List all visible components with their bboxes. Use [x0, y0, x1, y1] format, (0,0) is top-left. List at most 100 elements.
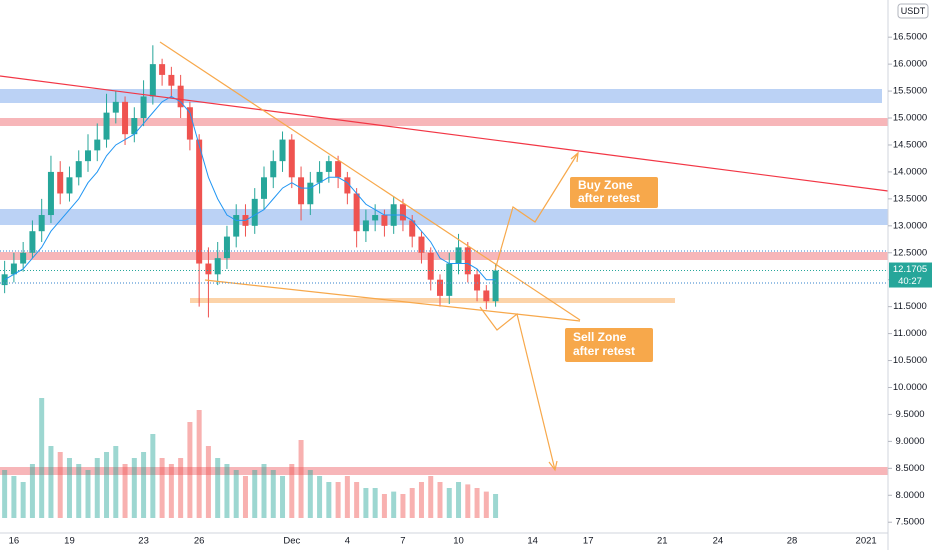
x-tick-label: 4	[345, 536, 350, 547]
y-tick-label: 11.0000	[893, 328, 927, 339]
candle-body	[38, 215, 45, 232]
y-tick-label: 13.0000	[893, 220, 927, 231]
volume-bar	[298, 440, 304, 518]
blue-zone	[0, 89, 882, 103]
x-tick-label: 7	[400, 536, 405, 547]
candle-body	[381, 215, 388, 226]
candle-body	[455, 247, 462, 264]
blue-zone	[0, 209, 888, 225]
volume-bar	[205, 446, 211, 518]
y-tick-label: 16.5000	[893, 32, 927, 43]
annotation-box	[565, 328, 653, 362]
candle-body	[399, 204, 406, 221]
candle-body	[94, 139, 101, 151]
volume-bar	[11, 476, 17, 518]
candle-body	[298, 177, 305, 205]
axes: 7.5000 8.0000 8.5000 9.0000 9.5000 10.0000 10.…	[9, 32, 928, 547]
volume-bar	[196, 410, 202, 518]
volume-bar	[344, 476, 350, 518]
trend-line	[0, 75, 889, 192]
volume-bar	[48, 446, 54, 518]
countdown: 40:27	[898, 276, 922, 287]
candle-body	[353, 193, 360, 232]
volume-bar	[456, 482, 462, 518]
volume-bar	[474, 488, 480, 518]
last-price-box	[889, 262, 932, 288]
volume-bar	[178, 458, 184, 518]
red-zone	[0, 252, 888, 260]
y-tick-label: 13.5000	[893, 193, 927, 204]
candle-body	[29, 231, 36, 253]
candle-body	[75, 161, 82, 178]
currency-box	[897, 3, 929, 19]
y-tick-label: 12.5000	[893, 247, 927, 258]
volume-bar	[66, 458, 72, 518]
volume-bar	[94, 458, 100, 518]
candle-body	[47, 171, 54, 216]
volume-bar	[252, 470, 258, 518]
volume-bar	[437, 482, 443, 518]
candle-body	[233, 215, 240, 237]
y-tick-label: 9.5000	[895, 409, 924, 420]
candle-body	[483, 290, 490, 302]
x-tick-label: 24	[713, 536, 724, 547]
volume-bar	[233, 470, 239, 518]
volume-bar	[104, 452, 110, 518]
candle-body	[196, 139, 203, 264]
candle-body	[66, 177, 73, 194]
last-price: 12.1705	[893, 264, 927, 275]
candle-body	[409, 220, 416, 237]
candle-body	[316, 171, 323, 183]
volume-bar	[446, 488, 452, 518]
moving-average	[4, 95, 496, 281]
volume-bar	[483, 491, 489, 518]
volume-bar	[400, 494, 406, 518]
x-tick-label: 23	[138, 536, 149, 547]
x-tick-label: 16	[9, 536, 20, 547]
red-zone	[0, 467, 888, 475]
currency: USDT	[901, 6, 926, 16]
x-tick-label: 17	[583, 536, 594, 547]
orange-zone	[190, 298, 675, 303]
volume-bar	[335, 482, 341, 518]
sell-annotation: Sell Zone after retest	[565, 328, 653, 362]
candle-body	[427, 252, 434, 280]
buy-arrow	[494, 152, 579, 271]
candle-body	[57, 171, 64, 194]
candle-body	[223, 236, 230, 259]
y-tick-label: 15.0000	[893, 113, 927, 124]
y-tick-label: 14.5000	[893, 139, 927, 150]
candle-body	[307, 182, 314, 205]
wedge-upper	[159, 41, 581, 321]
y-tick-label: 9.0000	[895, 436, 924, 447]
candle-body	[372, 215, 379, 221]
drawings	[0, 41, 889, 472]
volume-bar	[270, 470, 276, 518]
volume-bar	[354, 482, 360, 518]
volume-bar	[326, 482, 332, 518]
volume-bar	[465, 484, 471, 518]
candle-body	[344, 177, 351, 194]
volume-bar	[159, 458, 165, 518]
candle-body	[112, 101, 119, 113]
red-zone	[0, 118, 888, 126]
y-tick-label: 16.0000	[893, 59, 927, 70]
y-tick-label: 10.5000	[893, 355, 927, 366]
candle-body	[85, 150, 91, 162]
candle-body	[325, 161, 332, 172]
volume-bar	[20, 482, 26, 518]
x-tick-label: 28	[787, 536, 798, 547]
annotation-text: Buy Zone	[578, 178, 633, 192]
volume-bar	[29, 464, 35, 518]
volume-bar	[372, 488, 378, 518]
volume-bar	[307, 470, 313, 518]
candle-body	[464, 247, 471, 275]
x-tick-label: Dec	[283, 536, 300, 547]
y-tick-label: 8.5000	[895, 463, 924, 474]
volume-bar	[122, 464, 128, 518]
candle-body	[186, 107, 193, 140]
candle-body	[362, 220, 369, 232]
buy-annotation: Buy Zone after retest	[570, 177, 658, 208]
y-tick-label: 10.0000	[893, 382, 927, 393]
candle-body	[177, 85, 184, 108]
